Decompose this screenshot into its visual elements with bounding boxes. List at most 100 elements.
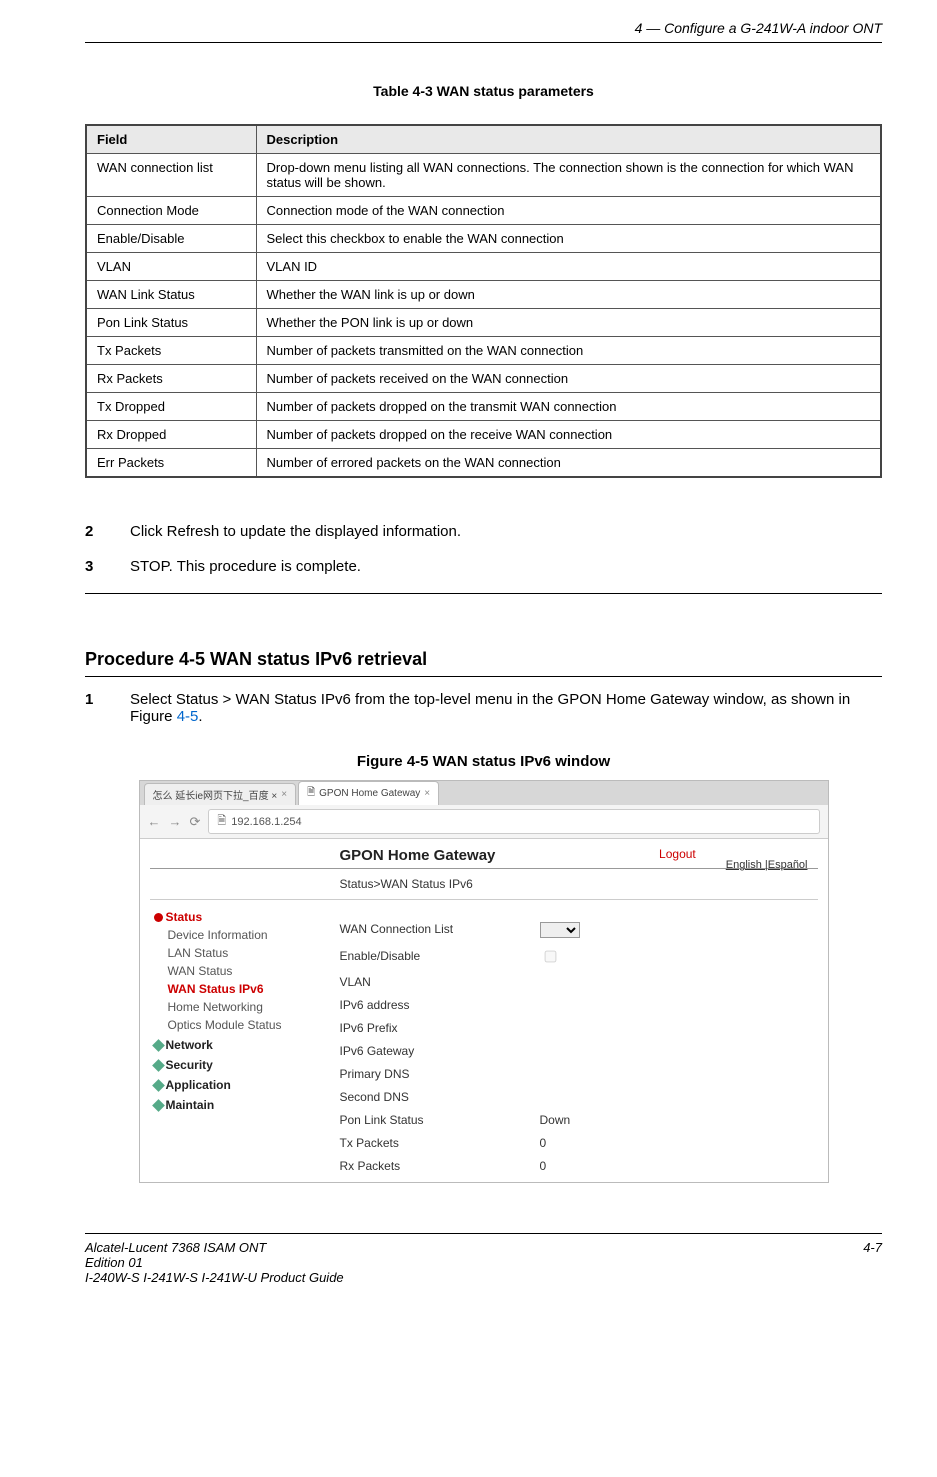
table-cell-field: Tx Packets [86,337,256,365]
table-header-field: Field [86,125,256,154]
form-label: Rx Packets [340,1159,540,1173]
form-label: Primary DNS [340,1067,540,1081]
table-row: Pon Link StatusWhether the PON link is u… [86,309,881,337]
table-row: Tx DroppedNumber of packets dropped on t… [86,393,881,421]
sidebar-category[interactable]: Network [154,1038,330,1052]
table-row: Enable/DisableSelect this checkbox to en… [86,225,881,253]
form-row: VLAN [340,975,818,989]
sidebar-item[interactable]: Device Information [154,928,330,942]
sidebar-item[interactable]: LAN Status [154,946,330,960]
step-number: 1 [85,691,130,725]
step-number: 3 [85,558,130,575]
page-icon: 🗎 [217,812,226,831]
footer-page-number: 4-7 [863,1240,882,1285]
form-row: Rx Packets0 [340,1159,818,1173]
table-cell-field: Rx Packets [86,365,256,393]
back-icon[interactable]: ← [148,814,161,829]
footer-left: Alcatel-Lucent 7368 ISAM ONT Edition 01 … [85,1240,344,1285]
wan-connection-select[interactable] [540,922,580,938]
browser-tab-label: GPON Home Gateway [319,788,420,799]
table-cell-description: Whether the PON link is up or down [256,309,881,337]
sidebar-category[interactable]: Maintain [154,1098,330,1112]
table-cell-field: WAN connection list [86,154,256,197]
close-icon[interactable]: × [424,788,430,799]
form-label: Enable/Disable [340,949,540,963]
breadcrumb: Status>WAN Status IPv6 [140,869,828,899]
logout-link[interactable]: Logout [659,847,696,861]
figure-ref-link[interactable]: 4-5 [177,708,199,725]
table-row: Connection ModeConnection mode of the WA… [86,197,881,225]
procedure-title: Procedure 4-5 WAN status IPv6 retrieval [85,649,882,670]
table-row: Err PacketsNumber of errored packets on … [86,449,881,478]
table-cell-field: Rx Dropped [86,421,256,449]
sidebar-item[interactable]: WAN Status [154,964,330,978]
table-cell-field: Tx Dropped [86,393,256,421]
form-row: Tx Packets0 [340,1136,818,1150]
browser-tab[interactable]: 怎么 延长ie网页下拉_百度 × × [144,783,297,805]
table-row: VLANVLAN ID [86,253,881,281]
table-cell-description: Connection mode of the WAN connection [256,197,881,225]
form-label: Pon Link Status [340,1113,540,1127]
table-caption: Table 4-3 WAN status parameters [85,83,882,99]
table-cell-description: Number of errored packets on the WAN con… [256,449,881,478]
form-row: Primary DNS [340,1067,818,1081]
form-row: Second DNS [340,1090,818,1104]
gpon-title: GPON Home Gateway [340,847,660,864]
table-cell-field: VLAN [86,253,256,281]
form-label: IPv6 address [340,998,540,1012]
form-row: Enable/Disable [340,947,818,966]
form-value: Down [540,1113,818,1127]
table-row: WAN Link StatusWhether the WAN link is u… [86,281,881,309]
language-selector[interactable]: English |Español [726,859,808,871]
browser-tab-bar: 怎么 延长ie网页下拉_百度 × × 🗎 GPON Home Gateway × [140,781,828,805]
close-icon[interactable]: × [281,789,287,800]
figure-caption: Figure 4-5 WAN status IPv6 window [85,753,882,770]
sidebar-category[interactable]: Application [154,1078,330,1092]
url-text: 192.168.1.254 [231,816,301,828]
form-label: IPv6 Prefix [340,1021,540,1035]
table-cell-field: WAN Link Status [86,281,256,309]
sidebar-item[interactable]: WAN Status IPv6 [154,982,330,996]
form-label: Tx Packets [340,1136,540,1150]
form-area: WAN Connection List Enable/Disable VLAN IPv… [330,906,828,1182]
table-row: Tx PacketsNumber of packets transmitted … [86,337,881,365]
sidebar-status-heading[interactable]: Status [154,910,330,924]
form-value: 0 [540,1159,818,1173]
form-label: VLAN [340,975,540,989]
form-row: IPv6 Gateway [340,1044,818,1058]
form-value [540,921,818,938]
form-label: WAN Connection List [340,922,540,936]
table-header-description: Description [256,125,881,154]
browser-tab[interactable]: 🗎 GPON Home Gateway × [298,781,439,805]
form-row: Pon Link StatusDown [340,1113,818,1127]
enable-disable-checkbox[interactable] [544,950,556,962]
browser-tab-label: 怎么 延长ie网页下拉_百度 × [153,787,278,802]
sidebar-item[interactable]: Optics Module Status [154,1018,330,1032]
table-row: WAN connection listDrop-down menu listin… [86,154,881,197]
form-label: Second DNS [340,1090,540,1104]
form-row: WAN Connection List [340,921,818,938]
table-cell-field: Connection Mode [86,197,256,225]
form-value: 0 [540,1136,818,1150]
sidebar: Status Device Information LAN Status WAN S… [140,906,330,1182]
table-cell-field: Err Packets [86,449,256,478]
table-cell-description: Number of packets received on the WAN co… [256,365,881,393]
table-cell-description: Whether the WAN link is up or down [256,281,881,309]
procedure-step: 3STOP. This procedure is complete. [85,558,882,575]
page-section-header: 4 — Configure a G-241W-A indoor ONT [85,20,882,43]
procedure-step: 2Click Refresh to update the displayed i… [85,523,882,540]
sidebar-item[interactable]: Home Networking [154,1000,330,1014]
form-value [540,947,818,966]
forward-icon[interactable]: → [169,814,182,829]
step-text: Select Status > WAN Status IPv6 from the… [130,691,882,725]
url-field[interactable]: 🗎 192.168.1.254 [208,809,819,834]
table-cell-description: VLAN ID [256,253,881,281]
reload-icon[interactable]: ⟳ [190,814,201,830]
table-cell-description: Number of packets dropped on the transmi… [256,393,881,421]
page-icon: 🗎 [307,785,315,802]
step-text: Click Refresh to update the displayed in… [130,523,882,540]
step-text: STOP. This procedure is complete. [130,558,882,575]
form-row: IPv6 address [340,998,818,1012]
table-cell-description: Number of packets transmitted on the WAN… [256,337,881,365]
sidebar-category[interactable]: Security [154,1058,330,1072]
